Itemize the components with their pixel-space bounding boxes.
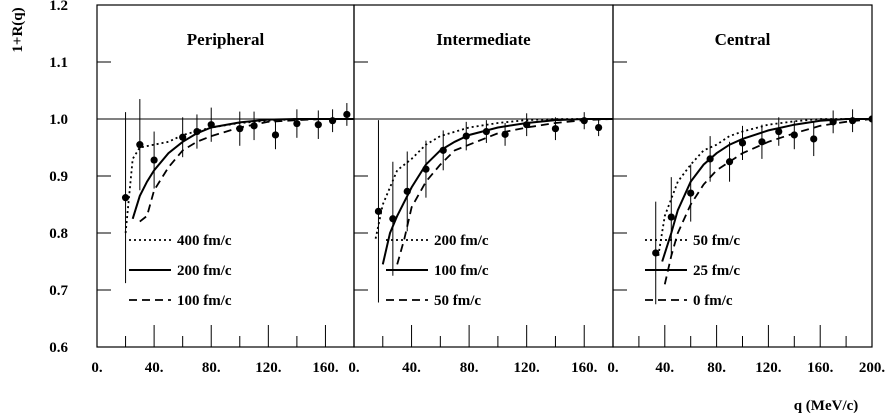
x-tick-label: 0. xyxy=(607,360,619,376)
series-line-dashed xyxy=(663,118,872,285)
y-tick-label: 0.7 xyxy=(49,283,68,299)
legend-label: 400 fm/c xyxy=(177,233,232,249)
y-tick-label: 0.9 xyxy=(49,169,68,185)
series-line-dotted xyxy=(124,118,354,234)
y-tick-label: 1.0 xyxy=(49,112,68,128)
panels-group: 0.6 0.7 0.8 0.9 1.0 1.1 1.2 0. 40. 80. 120. 160. Per… xyxy=(49,0,885,376)
data-point xyxy=(136,141,144,149)
panel-frame xyxy=(612,4,873,348)
x-tick-label: 160. xyxy=(312,360,339,376)
data-point xyxy=(868,115,872,123)
data-point xyxy=(790,131,798,139)
x-tick-label: 120. xyxy=(514,360,541,376)
series-line-solid xyxy=(381,118,613,265)
data-point xyxy=(439,146,447,154)
legend-label: 200 fm/c xyxy=(434,233,489,249)
panel-peripheral: 0. 40. 80. 120. 160. Peripheral 400 fm/c 200 fm… xyxy=(91,4,372,376)
legend-label: 50 fm/c xyxy=(434,293,481,309)
series-line-solid xyxy=(131,118,354,220)
x-tick-label: 40. xyxy=(145,360,164,376)
data-point xyxy=(687,189,695,197)
data-point xyxy=(482,127,490,136)
data-point xyxy=(207,121,215,129)
y-axis-label: 1+R(q) xyxy=(10,7,26,52)
legend-label: 25 fm/c xyxy=(693,263,740,279)
data-point xyxy=(758,138,766,146)
x-tick-label: 120. xyxy=(255,360,282,376)
data-point xyxy=(706,155,714,163)
data-point xyxy=(179,133,187,141)
data-point xyxy=(343,110,351,119)
data-point xyxy=(810,135,818,143)
x-tick-label: 80. xyxy=(202,360,221,376)
legend-label: 200 fm/c xyxy=(177,263,232,279)
y-tick-label: 0.8 xyxy=(49,226,68,242)
legend-label: 50 fm/c xyxy=(693,233,740,249)
data-point xyxy=(403,187,411,195)
data-point xyxy=(829,118,837,126)
data-point xyxy=(501,130,509,138)
panel-title: Central xyxy=(715,30,771,49)
data-point xyxy=(738,139,747,147)
data-point xyxy=(523,121,531,129)
data-point xyxy=(624,117,631,124)
y-tick-label: 0.6 xyxy=(49,340,68,356)
y-tick-label: 1.2 xyxy=(49,0,68,14)
data-point xyxy=(775,127,783,136)
x-tick-label: 0. xyxy=(348,360,360,376)
data-point xyxy=(150,156,158,164)
data-point xyxy=(271,131,280,139)
x-tick-label: 120. xyxy=(755,360,782,376)
legend-label: 100 fm/c xyxy=(177,293,232,309)
series-line-dotted xyxy=(374,118,613,239)
plot-area xyxy=(121,99,372,284)
data-point xyxy=(328,117,337,125)
data-point xyxy=(236,125,244,133)
legend-label: 100 fm/c xyxy=(434,263,489,279)
x-tick-label: 160. xyxy=(807,360,834,376)
x-tick-label: 40. xyxy=(402,360,421,376)
data-point xyxy=(652,249,660,257)
x-tick-label: 160. xyxy=(571,360,598,376)
data-point xyxy=(667,213,675,221)
data-point xyxy=(580,117,588,125)
panel-title: Intermediate xyxy=(436,30,531,49)
panel-title: Peripheral xyxy=(187,30,265,49)
data-point xyxy=(121,194,130,202)
data-point xyxy=(551,125,560,133)
data-point xyxy=(193,127,201,136)
x-axis-label: q (MeV/c) xyxy=(794,398,859,414)
x-tick-label: 80. xyxy=(707,360,726,376)
data-point xyxy=(250,122,258,130)
x-tick-label: 40. xyxy=(655,360,674,376)
panel-intermediate: 0. 40. 80. 120. 160. Intermediate 200 fm/c 100 … xyxy=(348,4,631,376)
data-point xyxy=(374,207,383,215)
x-tick-label: 0. xyxy=(91,360,103,376)
plot-area xyxy=(652,109,872,305)
series-line-dashed xyxy=(139,118,354,223)
data-point xyxy=(725,158,734,166)
x-tick-label: 80. xyxy=(460,360,479,376)
data-point xyxy=(422,165,430,173)
series-line-dashed xyxy=(396,118,613,265)
y-tick-label: 1.1 xyxy=(49,55,68,71)
series-line-dotted xyxy=(657,118,872,256)
data-point xyxy=(293,119,301,128)
data-point xyxy=(595,123,603,132)
x-tick-label: 200. xyxy=(859,360,886,376)
data-point xyxy=(389,215,397,223)
data-point xyxy=(848,117,857,125)
data-point xyxy=(462,132,470,140)
data-point xyxy=(314,121,322,129)
panel-central: 0. 40. 80. 120. 160. 200. Central 50 fm/c 25 fm/… xyxy=(607,4,886,376)
data-point xyxy=(365,121,372,128)
legend-label: 0 fm/c xyxy=(693,293,733,309)
plot-area xyxy=(374,112,631,303)
